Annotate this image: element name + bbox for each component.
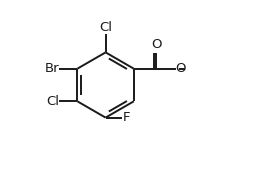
Text: Cl: Cl [99, 21, 112, 34]
Text: Br: Br [44, 62, 59, 75]
Text: Cl: Cl [46, 95, 59, 108]
Text: O: O [151, 38, 162, 51]
Text: O: O [176, 62, 186, 75]
Text: F: F [122, 111, 130, 124]
